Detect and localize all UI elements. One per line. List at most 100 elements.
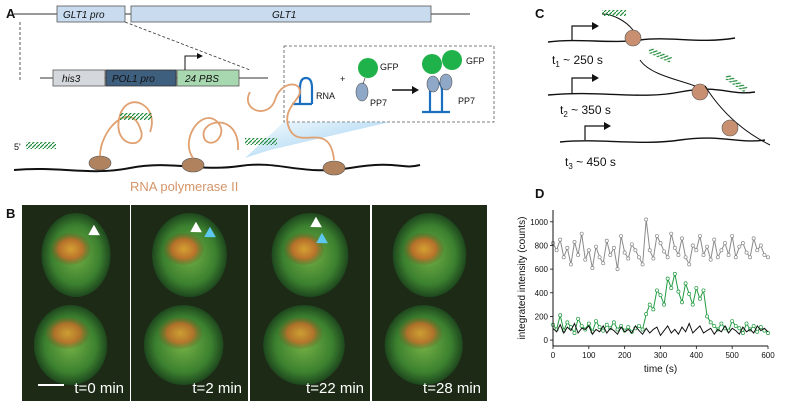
microscopy-frame: t=28 min — [372, 205, 487, 401]
polymerase-row-2 — [691, 83, 709, 101]
data-point — [644, 312, 649, 317]
white-arrowhead — [310, 216, 322, 228]
data-point — [712, 237, 717, 242]
pp7-label-right: PP7 — [458, 96, 475, 106]
gfp-label-right: GFP — [466, 56, 485, 66]
polymerase-icon-3 — [322, 160, 346, 176]
panel-label-b: B — [6, 206, 15, 221]
stem-loop-cluster-2 — [120, 113, 152, 120]
data-point — [633, 248, 638, 253]
data-point — [604, 238, 609, 243]
data-point — [744, 250, 749, 255]
x-tick-label: 0 — [551, 351, 556, 360]
data-point — [658, 293, 663, 298]
data-point — [676, 252, 681, 257]
microscopy-frame: t=22 min — [250, 205, 370, 401]
gfp-bound-icon-1 — [422, 54, 442, 74]
data-point — [597, 255, 602, 260]
inset-box — [283, 45, 495, 123]
data-point — [579, 231, 584, 236]
microscopy-frame: t=0 min — [22, 205, 130, 401]
tss-arrow-head — [197, 53, 203, 59]
data-point — [604, 322, 609, 327]
tss-arrow-head-row-3 — [604, 122, 611, 130]
data-point — [558, 313, 563, 318]
data-point — [758, 243, 763, 248]
y-tick-label: 600 — [535, 265, 549, 274]
frame-time-label: t=2 min — [192, 380, 242, 397]
polymerase-icon-2 — [181, 157, 205, 173]
stem-loops-row-1 — [602, 10, 626, 16]
data-point — [672, 271, 677, 276]
data-point — [558, 237, 563, 242]
x-tick-label: 300 — [654, 351, 668, 360]
nascent-rna-1 — [99, 101, 153, 157]
rna-row-2a — [639, 59, 696, 87]
data-point — [640, 327, 645, 332]
time-label-3: t3 ~ 450 s — [565, 155, 616, 171]
polymerase-row-3 — [721, 119, 739, 137]
tss-arrow-row-1 — [571, 25, 594, 40]
data-point — [615, 267, 620, 272]
data-point — [719, 321, 724, 326]
data-point — [637, 255, 641, 260]
tss-arrow-head-row-1 — [592, 22, 599, 30]
data-point — [647, 302, 652, 307]
data-point — [726, 252, 731, 257]
plus-sign: + — [340, 74, 345, 84]
nascent-rna-2 — [187, 117, 239, 159]
data-point — [665, 255, 670, 260]
data-point — [590, 265, 595, 270]
data-point — [662, 302, 667, 307]
rna-row-1 — [601, 13, 634, 31]
tss-arrow-row-2 — [571, 77, 594, 93]
data-point — [733, 323, 738, 328]
data-point — [705, 244, 710, 249]
data-point — [669, 286, 674, 291]
microscopy-frame: t=2 min — [131, 205, 248, 401]
gfp-bound-icon-2 — [442, 50, 462, 70]
gfp-label-left: GFP — [380, 62, 399, 72]
data-point — [751, 236, 756, 241]
data-point — [751, 323, 756, 328]
data-point — [615, 327, 620, 332]
y-axis-label: integrated intensity (counts) — [517, 217, 528, 340]
data-point — [554, 248, 559, 253]
data-point — [601, 261, 606, 266]
y-tick-label: 0 — [544, 336, 549, 345]
data-point — [561, 255, 566, 260]
pol1-pro-label: POL1 pro — [112, 74, 155, 85]
fusion-linker — [362, 77, 366, 85]
gfp-icon — [358, 58, 378, 78]
data-point — [651, 307, 656, 312]
stem-loop-cluster-3 — [245, 138, 277, 145]
data-point — [737, 244, 742, 249]
data-point — [715, 255, 720, 260]
data-point — [697, 296, 702, 301]
glt1-promoter-box — [56, 5, 126, 23]
data-point — [565, 245, 570, 250]
polymerase-icon-1 — [88, 155, 112, 171]
tss-arrow-head-row-2 — [592, 74, 599, 82]
data-point — [665, 276, 670, 281]
data-point — [594, 319, 598, 324]
data-point — [654, 234, 659, 238]
x-tick-label: 500 — [725, 351, 739, 360]
glt1-gene-box — [130, 5, 432, 23]
stem-loops-row-2a — [647, 47, 673, 63]
his3-box — [52, 69, 106, 87]
data-point — [568, 262, 573, 267]
y-tick-label: 400 — [535, 289, 549, 298]
his3-label: his3 — [62, 74, 81, 85]
zoom-beam — [245, 122, 390, 158]
data-point — [626, 325, 631, 330]
nascent-rna-3 — [247, 83, 335, 161]
data-point — [730, 234, 735, 238]
data-point — [723, 241, 727, 246]
data-point — [733, 255, 738, 260]
rna-hairpin-icon — [292, 76, 314, 106]
data-point — [680, 300, 684, 305]
data-point — [701, 288, 706, 293]
data-point — [658, 241, 663, 246]
data-point — [758, 325, 763, 330]
